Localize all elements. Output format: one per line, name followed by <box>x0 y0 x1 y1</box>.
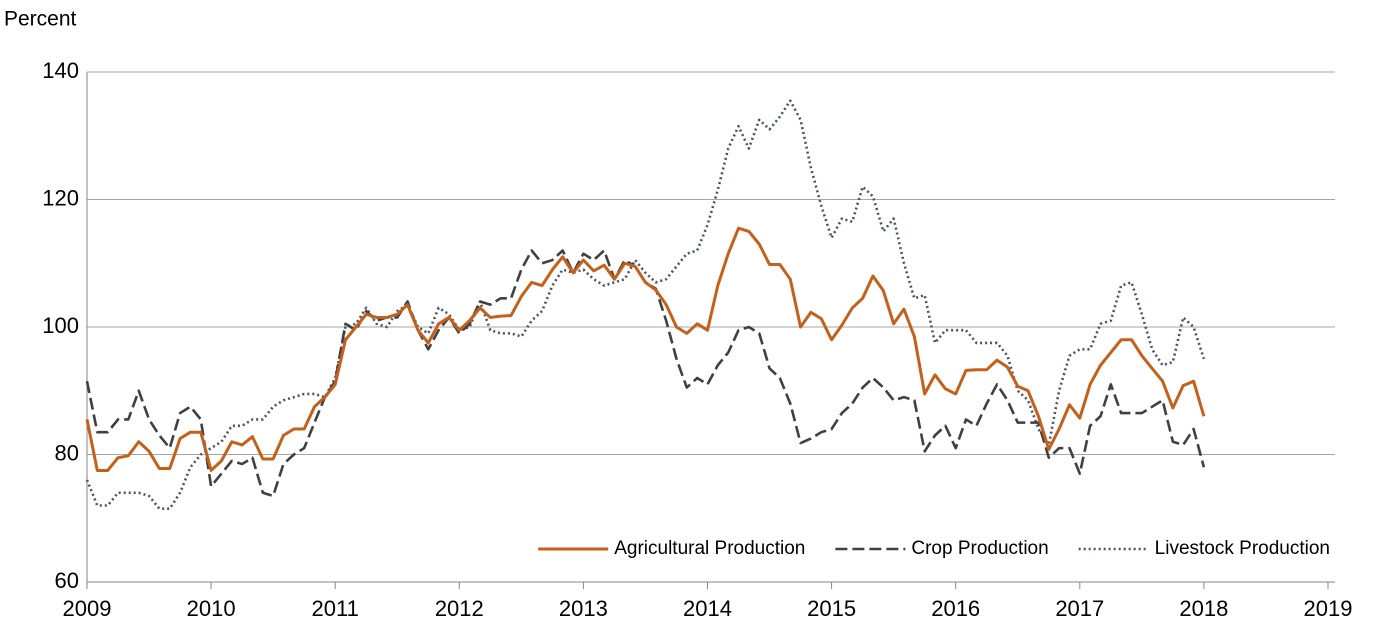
x-tick-label: 2011 <box>312 596 359 621</box>
legend-label: Agricultural Production <box>614 538 805 559</box>
x-tick-label: 2015 <box>807 596 856 621</box>
legend: Agricultural Production Crop Production Li… <box>538 538 1330 559</box>
x-tick-label: 2014 <box>683 596 732 621</box>
x-tick-label: 2013 <box>559 596 608 621</box>
line-series <box>85 226 1206 472</box>
x-tick-label: 2017 <box>1055 596 1104 621</box>
x-tick-label: 2018 <box>1179 596 1228 621</box>
y-tick-label: 120 <box>42 185 79 210</box>
x-tick-label: 2012 <box>435 596 484 621</box>
legend-label: Crop Production <box>911 538 1048 559</box>
x-tick-label: 2016 <box>931 596 980 621</box>
x-tick-label: 2009 <box>63 596 112 621</box>
legend-label: Livestock Production <box>1155 538 1330 559</box>
x-tick-label: 2010 <box>187 596 236 621</box>
y-tick-label: 140 <box>42 58 79 83</box>
y-tick-label: 100 <box>42 313 79 338</box>
x-tick-label: 2019 <box>1304 596 1353 621</box>
line-series <box>85 99 1206 510</box>
line-series <box>85 249 1206 498</box>
y-tick-label: 60 <box>55 568 79 593</box>
y-axis-label: Percent <box>4 8 77 31</box>
y-tick-label: 80 <box>55 440 79 465</box>
